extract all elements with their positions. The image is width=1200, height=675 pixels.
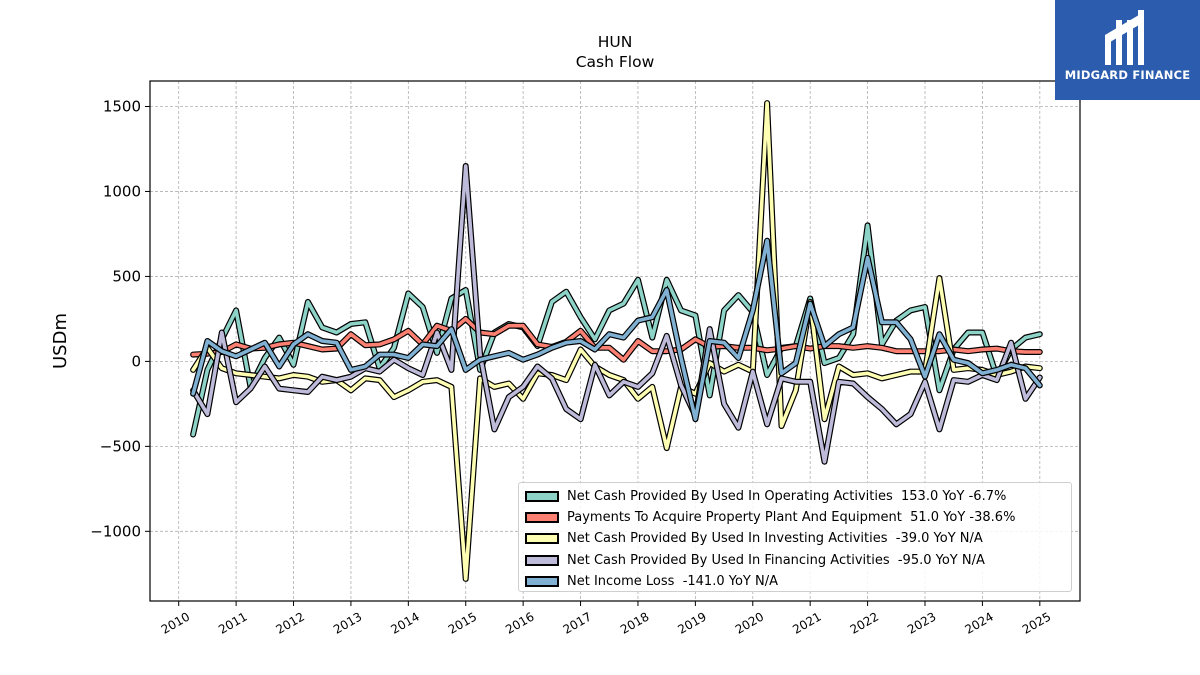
legend-item: Payments To Acquire Property Plant And E… <box>525 507 1065 528</box>
x-tick-label: 2023 <box>905 609 938 636</box>
series-line <box>190 222 1043 438</box>
x-tick-label: 2017 <box>561 609 594 636</box>
legend-swatch <box>525 512 559 524</box>
chart-title: HUN <box>598 33 633 51</box>
series-line-stroke <box>191 317 1042 362</box>
legend-swatch <box>525 533 559 545</box>
brand-logo: MIDGARD FINANCE <box>1055 0 1200 100</box>
legend-label: Net Income Loss -141.0 YoY N/A <box>567 573 778 589</box>
legend-swatch <box>525 554 559 566</box>
y-tick-label: 1500 <box>103 97 141 115</box>
x-tick-label: 2019 <box>675 609 708 636</box>
brand-name: MIDGARD FINANCE <box>1064 68 1191 82</box>
legend-item: Net Cash Provided By Used In Investing A… <box>525 528 1065 549</box>
y-tick-label: 500 <box>112 267 141 285</box>
x-tick-label: 2018 <box>618 609 651 636</box>
y-axis-label: USDm <box>50 313 71 369</box>
series-line <box>190 315 1043 363</box>
x-tick-label: 2010 <box>159 609 192 636</box>
legend-label: Net Cash Provided By Used In Investing A… <box>567 531 983 547</box>
series-line-stroke <box>191 223 1042 437</box>
y-tick-label: 0 <box>131 352 141 370</box>
plot-frame <box>149 80 1081 602</box>
legend-swatch <box>525 491 559 503</box>
series-line-outline <box>190 163 1043 465</box>
legend-label: Payments To Acquire Property Plant And E… <box>567 510 1016 526</box>
chart-legend: Net Cash Provided By Used In Operating A… <box>518 482 1072 592</box>
x-tick-label: 2015 <box>446 609 479 636</box>
series-lines <box>190 100 1043 582</box>
series-line-stroke <box>191 238 1042 422</box>
legend-label: Net Cash Provided By Used In Financing A… <box>567 552 985 568</box>
series-line <box>190 237 1043 423</box>
series-line <box>190 163 1043 465</box>
x-tick-label: 2012 <box>274 609 307 636</box>
legend-swatch <box>525 575 559 587</box>
legend-item: Net Income Loss -141.0 YoY N/A <box>525 571 1065 592</box>
legend-item: Net Cash Provided By Used In Operating A… <box>525 486 1065 507</box>
series-line-stroke <box>191 164 1042 464</box>
y-tick-label: −500 <box>100 437 141 455</box>
x-tick-label: 2013 <box>331 609 364 636</box>
chart-subtitle: Cash Flow <box>576 53 655 71</box>
y-tick-label: −1000 <box>90 522 141 540</box>
x-tick-label: 2022 <box>848 609 881 636</box>
x-tick-label: 2016 <box>503 609 536 636</box>
x-tick-label: 2020 <box>733 609 766 636</box>
x-tick-label: 2014 <box>388 609 421 636</box>
x-tick-label: 2024 <box>962 609 995 636</box>
x-tick-label: 2021 <box>790 609 823 636</box>
legend-item: Net Cash Provided By Used In Financing A… <box>525 550 1065 571</box>
y-tick-label: 1000 <box>103 182 141 200</box>
legend-label: Net Cash Provided By Used In Operating A… <box>567 489 1007 505</box>
x-tick-label: 2011 <box>216 609 249 636</box>
brand-logo-mark <box>1105 10 1144 65</box>
x-tick-label: 2025 <box>1020 609 1053 636</box>
